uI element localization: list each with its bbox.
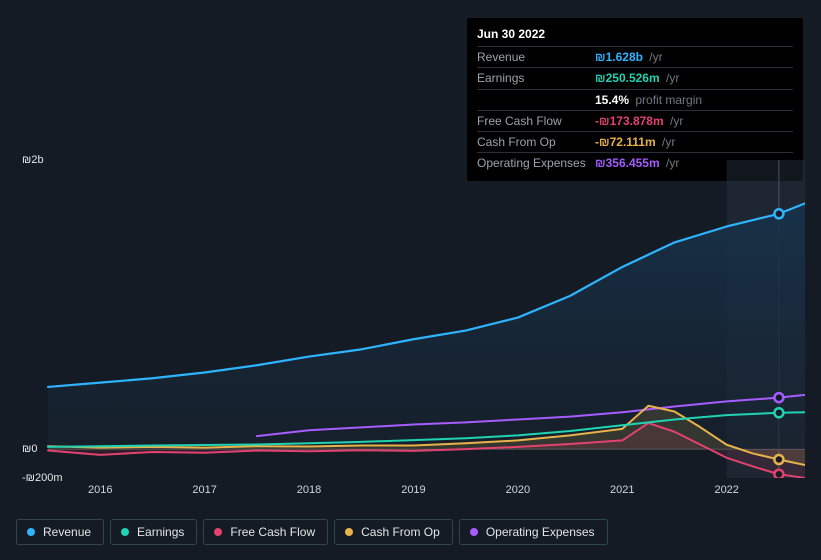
legend-label: Cash From Op xyxy=(361,525,440,539)
tooltip-label: Free Cash Flow xyxy=(477,110,595,131)
legend-item[interactable]: Operating Expenses xyxy=(459,519,608,545)
tooltip-value: 15.4% profit margin xyxy=(595,89,793,110)
x-tick-label: 2020 xyxy=(506,484,530,496)
y-tick-label: ₪0 xyxy=(22,443,37,455)
tooltip-table: Revenue₪1.628b /yrEarnings₪250.526m /yr1… xyxy=(477,46,793,173)
x-tick-label: 2017 xyxy=(192,484,216,496)
tooltip-label xyxy=(477,89,595,110)
financial-chart-panel: Jun 30 2022 Revenue₪1.628b /yrEarnings₪2… xyxy=(0,0,821,560)
tooltip-value: -₪72.111m /yr xyxy=(595,131,793,152)
y-tick-label: -₪200m xyxy=(22,472,63,484)
tooltip-value: ₪250.526m /yr xyxy=(595,68,793,89)
legend-item[interactable]: Revenue xyxy=(16,519,104,545)
x-tick-label: 2021 xyxy=(610,484,634,496)
legend-label: Free Cash Flow xyxy=(230,525,315,539)
legend-dot-icon xyxy=(470,528,478,536)
legend-item[interactable]: Free Cash Flow xyxy=(203,519,328,545)
legend-label: Operating Expenses xyxy=(486,525,595,539)
chart-legend: Revenue Earnings Free Cash Flow Cash From O… xyxy=(16,519,608,545)
tooltip-value: ₪1.628b /yr xyxy=(595,47,793,68)
legend-dot-icon xyxy=(214,528,222,536)
legend-item[interactable]: Cash From Op xyxy=(334,519,453,545)
x-tick-label: 2018 xyxy=(297,484,321,496)
legend-item[interactable]: Earnings xyxy=(110,519,197,545)
legend-label: Revenue xyxy=(43,525,91,539)
legend-dot-icon xyxy=(121,528,129,536)
x-axis-ticks: 2016 2017 2018 2019 2020 2021 2022 xyxy=(16,484,805,500)
x-tick-label: 2022 xyxy=(714,484,738,496)
chart-svg xyxy=(16,160,805,478)
tooltip-label: Cash From Op xyxy=(477,131,595,152)
legend-dot-icon xyxy=(345,528,353,536)
tooltip-value: -₪173.878m /yr xyxy=(595,110,793,131)
x-tick-label: 2019 xyxy=(401,484,425,496)
tooltip-date: Jun 30 2022 xyxy=(477,24,793,46)
tooltip-label: Revenue xyxy=(477,47,595,68)
legend-dot-icon xyxy=(27,528,35,536)
chart-area xyxy=(16,160,805,478)
legend-label: Earnings xyxy=(137,525,184,539)
chart-tooltip: Jun 30 2022 Revenue₪1.628b /yrEarnings₪2… xyxy=(467,18,803,181)
y-tick-label: ₪2b xyxy=(22,154,44,166)
tooltip-label: Earnings xyxy=(477,68,595,89)
x-tick-label: 2016 xyxy=(88,484,112,496)
